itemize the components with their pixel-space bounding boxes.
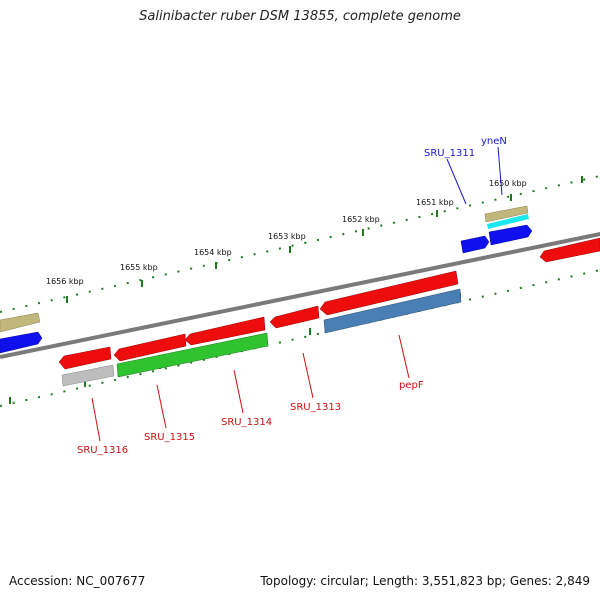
map-title: Salinibacter ruber DSM 13855, complete g… [139, 9, 461, 24]
gene-sru-1314[interactable] [184, 316, 266, 346]
label-sru-1316: SRU_1316 [77, 445, 128, 456]
label-sru-1313: SRU_1313 [290, 402, 341, 413]
gene-sru-1315-red[interactable] [113, 333, 187, 362]
genome-backbone [0, 232, 600, 359]
label-sru-1314: SRU_1314 [221, 417, 272, 428]
label-ynen: yneN [481, 136, 507, 147]
label-sru-1315: SRU_1315 [144, 432, 195, 443]
tick-label-1656: 1656 kbp [46, 277, 84, 286]
gene-ynen[interactable] [484, 205, 529, 223]
leader-sru-1316 [91, 397, 101, 442]
gene-sru-1316[interactable] [61, 364, 115, 387]
gene-sru-1315[interactable] [116, 332, 269, 378]
gene-pepf[interactable] [323, 288, 462, 334]
gene-sru-1311[interactable] [460, 235, 490, 254]
leader-ynen [497, 146, 503, 196]
topology-text: Topology: circular; Length: 3,551,823 bp… [260, 574, 590, 588]
gene-sru-1313[interactable] [269, 305, 320, 329]
reverse-leader-lines [91, 334, 410, 442]
leader-sru-1311 [446, 158, 467, 205]
tick-label-1653: 1653 kbp [268, 232, 306, 241]
label-sru-1311: SRU_1311 [424, 148, 475, 159]
leader-sru-1314 [233, 369, 244, 414]
gene-sru-1316-red[interactable] [58, 346, 112, 370]
gene-forward-blue-left[interactable] [0, 331, 43, 354]
gene-red-right[interactable] [539, 237, 600, 263]
tick-label-1650: 1650 kbp [489, 179, 527, 188]
gene-pepf-red[interactable] [319, 270, 459, 316]
label-pepf: pepF [399, 380, 424, 391]
tick-label-1654: 1654 kbp [194, 248, 232, 257]
gene-forward-khaki-left[interactable] [0, 312, 41, 333]
leader-sru-1313 [302, 352, 314, 399]
gene-forward-cyan[interactable] [487, 214, 529, 229]
leader-pepf [398, 334, 410, 379]
tick-label-1652: 1652 kbp [342, 215, 380, 224]
accession-text: Accession: NC_007677 [9, 574, 146, 588]
gene-forward-blue-2[interactable] [488, 224, 533, 246]
tick-label-1655: 1655 kbp [120, 263, 158, 272]
tick-label-1651: 1651 kbp [416, 198, 454, 207]
forward-leader-lines [446, 146, 503, 205]
leader-sru-1315 [156, 384, 167, 429]
